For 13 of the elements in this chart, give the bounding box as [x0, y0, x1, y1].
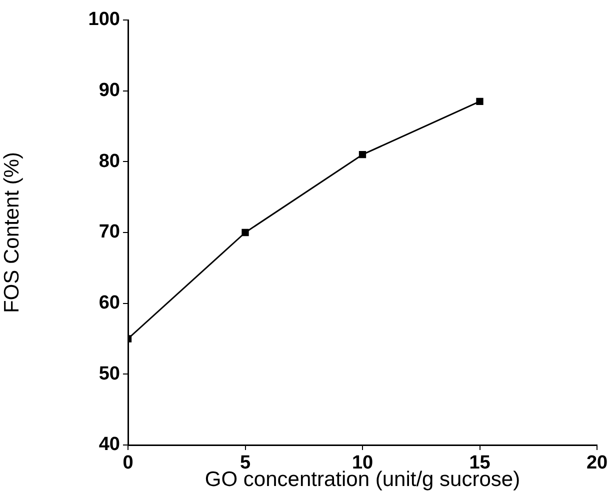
point — [476, 98, 484, 106]
x-tick-label: 0 — [122, 452, 134, 474]
y-tick-label: 90 — [98, 80, 120, 102]
y-tick-label: 100 — [88, 9, 120, 30]
y-tick-label: 70 — [98, 222, 120, 243]
y-tick-label: 50 — [98, 363, 120, 384]
y-axis-title: FOS Content (%) — [0, 152, 24, 314]
point — [242, 228, 249, 236]
y-tick-label: 80 — [98, 150, 120, 172]
y-tick-label: 60 — [98, 292, 120, 314]
x-tick-label: 20 — [586, 452, 608, 474]
point — [358, 151, 366, 158]
y-tick-label: 40 — [98, 434, 120, 456]
